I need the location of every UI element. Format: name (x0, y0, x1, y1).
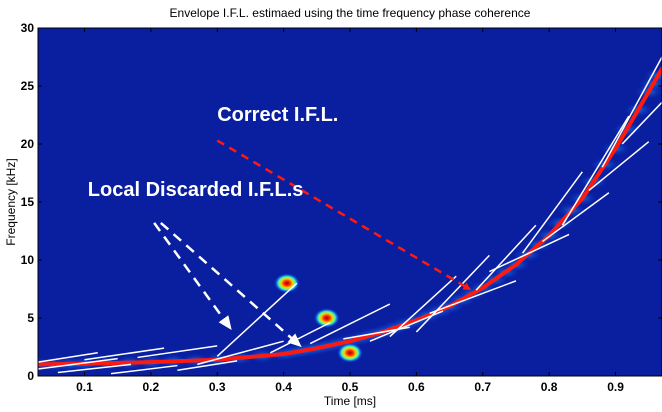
annotation-arrows (153, 139, 472, 348)
local-ifl-segment (309, 303, 391, 345)
annotation-local-discarded-ifls: Local Discarded I.F.L.s (88, 179, 304, 201)
x-axis-ticks: 0.1 0.2 0.3 0.4 0.5 0.6 0.7 0.8 0.9 (76, 28, 624, 394)
y-tick-label: 30 (21, 21, 35, 35)
y-tick-label: 15 (21, 195, 35, 209)
local-ifl-segment (489, 233, 570, 273)
hotspot (337, 342, 363, 363)
y-axis-ticks: 0 5 10 15 20 25 30 (21, 21, 662, 383)
x-tick-label: 0.4 (275, 380, 292, 394)
x-tick-label: 0.9 (607, 380, 624, 394)
y-tick-label: 10 (21, 253, 35, 267)
x-axis-label: Time [ms] (324, 394, 376, 408)
local-ifl-segment (38, 357, 118, 370)
y-tick-label: 5 (27, 311, 34, 325)
local-ifl-segment (429, 280, 517, 315)
hotspots (273, 273, 363, 363)
correct-ifl-line (38, 66, 662, 367)
local-ifl-segment (177, 360, 238, 371)
local-ifl-segment (389, 275, 457, 338)
annotation-arrow (153, 222, 232, 331)
y-axis-label: Frequency [kHz] (4, 158, 18, 245)
local-ifl-segment (38, 352, 98, 363)
local-ifl-segment (521, 171, 583, 254)
local-ifl-segment (475, 224, 537, 291)
local-ifl-segment (216, 282, 298, 357)
local-ifl-segment (588, 141, 650, 191)
local-ifl-segment (415, 254, 490, 333)
local-ifl-segment (137, 345, 218, 359)
x-tick-label: 0.2 (143, 380, 160, 394)
annotation-arrow (216, 139, 472, 291)
x-tick-label: 0.7 (474, 380, 491, 394)
local-ifl-segment (601, 56, 662, 168)
x-tick-label: 0.5 (342, 380, 359, 394)
hotspot (313, 308, 340, 328)
y-tick-label: 25 (21, 79, 35, 93)
local-ifl-segment (57, 363, 132, 374)
plot-area (38, 56, 662, 375)
local-ifl-segments (38, 56, 662, 375)
x-tick-label: 0.8 (541, 380, 558, 394)
local-ifl-segment (197, 340, 284, 366)
local-ifl-segment (110, 364, 178, 375)
y-tick-label: 0 (27, 369, 34, 383)
annotation-arrow (159, 221, 302, 348)
y-tick-label: 20 (21, 137, 35, 151)
x-tick-label: 0.6 (408, 380, 425, 394)
local-ifl-segment (621, 101, 662, 145)
x-tick-label: 0.3 (209, 380, 226, 394)
x-tick-label: 0.1 (76, 380, 93, 394)
annotation-correct-ifl: Correct I.F.L. (217, 104, 338, 126)
local-ifl-segment (561, 115, 630, 226)
local-ifl-segment (542, 192, 610, 243)
local-ifl-segment (84, 347, 165, 361)
hotspot (273, 273, 300, 294)
plot-background (38, 28, 662, 376)
chart-title: Envelope I.F.L. estimaed using the time … (170, 6, 531, 20)
